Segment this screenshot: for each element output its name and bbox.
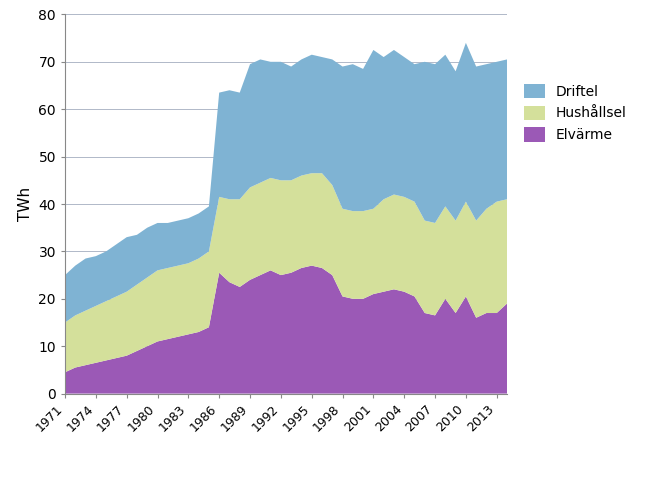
Y-axis label: TWh: TWh xyxy=(18,187,32,221)
Legend: Driftel, Hushållsel, Elvärme: Driftel, Hushållsel, Elvärme xyxy=(518,78,632,148)
